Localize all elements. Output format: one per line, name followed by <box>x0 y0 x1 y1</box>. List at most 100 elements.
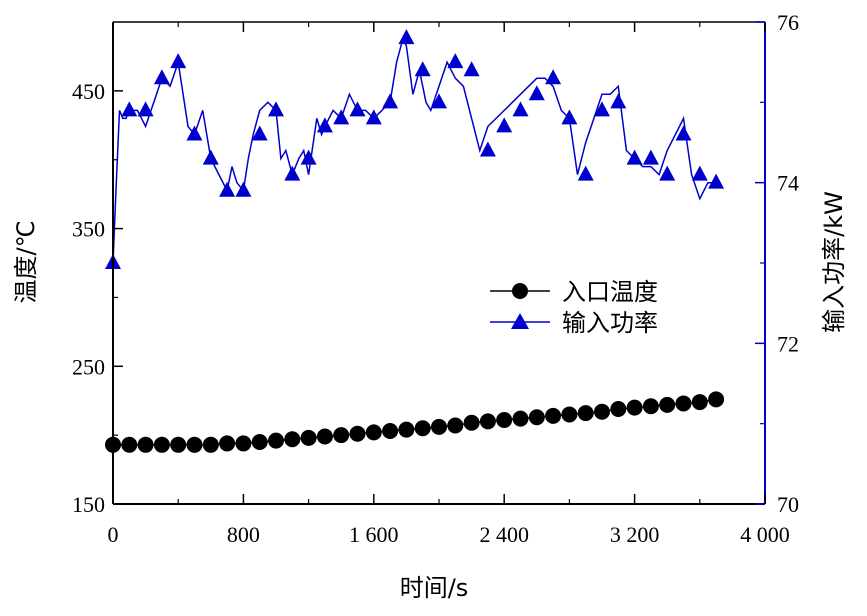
power-marker <box>691 165 708 181</box>
legend-label-temperature: 入口温度 <box>562 278 658 306</box>
x-tick-label: 2 400 <box>479 522 529 547</box>
temperature-marker <box>414 420 431 437</box>
power-marker <box>545 69 562 85</box>
power-marker <box>659 165 676 181</box>
temperature-marker <box>708 391 725 408</box>
power-marker <box>626 149 643 165</box>
power-marker <box>398 29 415 45</box>
power-marker <box>153 69 170 85</box>
temperature-marker <box>121 436 138 453</box>
power-marker <box>170 53 187 69</box>
power-marker <box>333 109 350 125</box>
x-tick-label: 3 200 <box>610 522 660 547</box>
power-marker <box>284 165 301 181</box>
temperature-marker <box>496 411 513 428</box>
power-marker <box>121 101 138 117</box>
x-tick-label: 1 600 <box>349 522 399 547</box>
temperature-marker <box>626 399 643 416</box>
power-marker <box>137 101 154 117</box>
x-tick-label: 800 <box>227 522 260 547</box>
y-left-tick-label: 250 <box>72 354 105 379</box>
temperature-marker <box>333 427 350 444</box>
x-axis-title: 时间/s <box>400 574 469 602</box>
power-marker <box>447 53 464 69</box>
y-axis-right-title: 输入功率/kW <box>820 191 848 333</box>
power-marker <box>219 181 236 197</box>
y-left-tick-label: 450 <box>72 79 105 104</box>
temperature-marker <box>365 424 382 441</box>
temperature-marker <box>316 428 333 445</box>
power-marker <box>316 117 333 133</box>
temperature-marker <box>594 403 610 420</box>
temperature-marker <box>675 395 692 412</box>
power-marker <box>708 173 725 189</box>
power-marker <box>251 125 268 141</box>
y-right-tick-label: 70 <box>777 492 799 517</box>
temperature-marker <box>545 407 562 424</box>
temperature-marker <box>382 423 399 440</box>
axes: 0 800 1 600 2 400 3 200 4 000 150 250 350 450 70 72… <box>72 10 799 547</box>
power-marker <box>610 93 627 109</box>
power-marker <box>268 101 284 117</box>
temperature-marker <box>219 435 236 452</box>
power-marker <box>463 61 480 77</box>
power-marker <box>479 141 496 157</box>
power-marker <box>300 149 317 165</box>
temperature-marker <box>137 436 154 453</box>
temperature-marker <box>528 409 545 426</box>
temperature-marker <box>577 405 594 422</box>
y-axis-left-title: 温度/℃ <box>12 220 40 303</box>
temperature-marker <box>512 410 529 427</box>
power-marker <box>528 85 545 101</box>
y-right-tick-label: 72 <box>777 331 799 356</box>
temperature-marker <box>235 435 252 452</box>
temperature-marker <box>349 425 366 442</box>
legend-marker-power <box>511 313 529 329</box>
temperature-marker <box>398 421 415 438</box>
temperature-marker <box>561 406 578 423</box>
power-marker <box>349 101 366 117</box>
y-left-tick-label: 350 <box>72 217 105 242</box>
power-marker <box>235 181 252 197</box>
legend-label-power: 输入功率 <box>562 309 658 337</box>
x-tick-label: 4 000 <box>740 522 790 547</box>
power-marker <box>642 149 659 165</box>
temperature-marker <box>691 394 708 411</box>
temperature-marker <box>642 398 659 415</box>
y-right-tick-label: 74 <box>777 171 799 196</box>
legend: 入口温度 输入功率 <box>490 278 658 337</box>
power-marker <box>365 109 382 125</box>
power-marker <box>382 93 399 109</box>
power-marker <box>186 125 203 141</box>
power-marker <box>577 165 594 181</box>
temperature-marker <box>202 436 219 453</box>
temperature-marker <box>300 429 317 446</box>
power-marker <box>414 61 431 77</box>
y-right-tick-label: 76 <box>777 10 799 35</box>
temperature-marker <box>268 432 284 449</box>
temperature-marker <box>659 396 676 413</box>
temperature-marker <box>447 417 464 434</box>
temperature-marker <box>186 436 203 453</box>
power-marker <box>594 101 610 117</box>
temperature-marker <box>479 413 496 430</box>
temperature-marker <box>170 436 187 453</box>
plot-area <box>105 29 725 453</box>
legend-marker-temperature <box>512 283 528 299</box>
power-marker <box>512 101 529 117</box>
power-marker <box>496 117 513 133</box>
temperature-marker <box>153 436 170 453</box>
x-tick-label: 0 <box>108 522 119 547</box>
power-marker <box>561 109 578 125</box>
temperature-marker <box>431 418 447 435</box>
power-series-line <box>112 35 717 264</box>
temperature-marker <box>251 434 268 451</box>
y-left-tick-label: 150 <box>72 492 105 517</box>
power-marker <box>202 149 219 165</box>
temperature-marker <box>610 400 627 417</box>
temperature-marker <box>284 431 301 448</box>
power-marker <box>675 125 692 141</box>
power-marker <box>431 93 447 109</box>
temperature-marker <box>463 414 480 431</box>
